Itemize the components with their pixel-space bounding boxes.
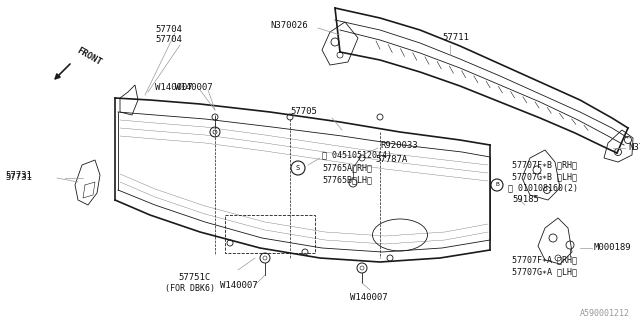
Text: Ⓑ 010108160(2): Ⓑ 010108160(2) xyxy=(508,183,578,193)
Text: S: S xyxy=(296,165,300,171)
Text: 57704: 57704 xyxy=(155,26,182,35)
Text: 57751C: 57751C xyxy=(178,274,211,283)
Text: Ⓢ 045105120(4): Ⓢ 045105120(4) xyxy=(322,150,392,159)
Text: (FOR DBK6): (FOR DBK6) xyxy=(165,284,215,293)
Bar xyxy=(225,215,315,253)
Text: N370026: N370026 xyxy=(628,143,640,153)
Text: 57787A: 57787A xyxy=(375,156,407,164)
Text: 57707F∗A 〈RH〉: 57707F∗A 〈RH〉 xyxy=(512,255,577,265)
Text: 57705: 57705 xyxy=(290,108,317,116)
Text: 57731: 57731 xyxy=(5,173,32,182)
Text: 57707F∗B 〈RH〉: 57707F∗B 〈RH〉 xyxy=(512,161,577,170)
Text: W140007: W140007 xyxy=(350,292,388,301)
Text: 57711: 57711 xyxy=(442,34,469,43)
Text: 57765A〈RH〉: 57765A〈RH〉 xyxy=(322,164,372,172)
Text: 57707G∗B 〈LH〉: 57707G∗B 〈LH〉 xyxy=(512,172,577,181)
Text: R920033: R920033 xyxy=(380,140,418,149)
Text: W140007: W140007 xyxy=(220,281,258,290)
Text: 57707G∗A 〈LH〉: 57707G∗A 〈LH〉 xyxy=(512,268,577,276)
Text: A590001212: A590001212 xyxy=(580,308,630,317)
Text: 57731: 57731 xyxy=(5,171,32,180)
Text: M000189: M000189 xyxy=(594,244,632,252)
Text: 57765B〈LH〉: 57765B〈LH〉 xyxy=(322,175,372,185)
Text: W140007: W140007 xyxy=(155,83,193,92)
Text: 59185: 59185 xyxy=(512,196,539,204)
Text: B: B xyxy=(495,182,499,188)
Text: N370026: N370026 xyxy=(270,20,308,29)
Text: FRONT: FRONT xyxy=(75,46,103,68)
Text: W140007: W140007 xyxy=(175,83,212,92)
Text: 57704: 57704 xyxy=(155,36,182,44)
